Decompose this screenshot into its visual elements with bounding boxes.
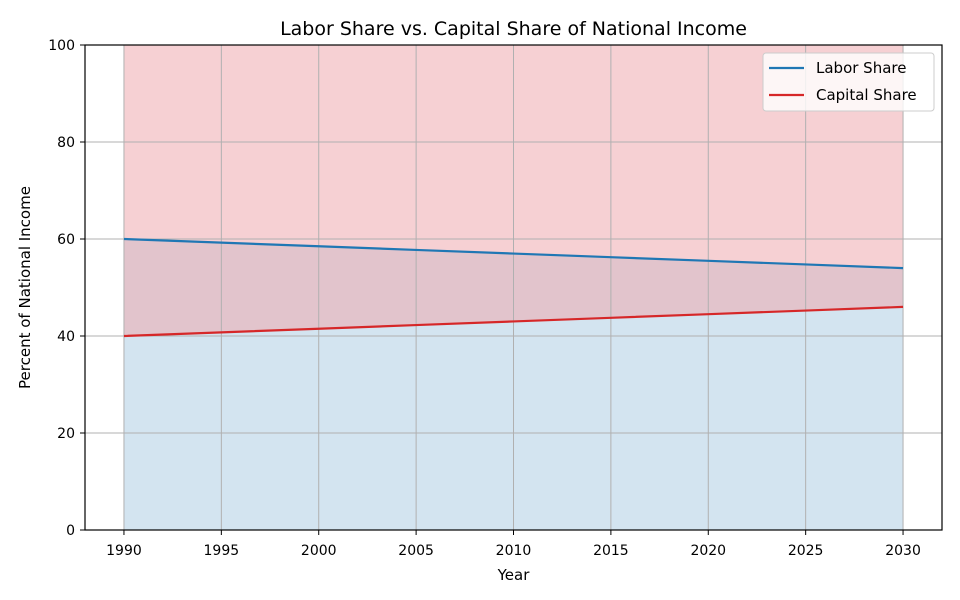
chart-title: Labor Share vs. Capital Share of Nationa…	[280, 18, 747, 40]
y-tick-label: 20	[57, 426, 75, 442]
x-tick-label: 2020	[690, 543, 726, 559]
y-tick-label: 60	[57, 232, 75, 248]
legend-box	[762, 52, 935, 112]
x-tick-label: 2000	[301, 543, 337, 559]
legend: Labor Share Capital Share	[762, 52, 935, 112]
x-tick-label: 2030	[885, 543, 921, 559]
series-line-capital-share	[123, 305, 904, 338]
y-tick-label: 100	[48, 38, 75, 54]
x-tick-label: 2015	[593, 543, 629, 559]
legend-label-capital-share: Capital Share	[816, 86, 917, 104]
y-tick-label: 40	[57, 329, 75, 345]
x-tick-label: 2005	[398, 543, 434, 559]
y-tick-label: 80	[57, 135, 75, 151]
y-tick-label: 0	[66, 523, 75, 539]
x-axis-title: Year	[497, 566, 531, 584]
x-tick-label: 1990	[106, 543, 142, 559]
x-axis-ticks: 1990 1995 2000 2005 2010 2015 2020 2025 2030	[106, 530, 921, 559]
y-axis-ticks: 0 20 40 60 80 100	[48, 38, 85, 539]
series-line-labor-share	[123, 237, 904, 270]
y-axis-title: Percent of National Income	[16, 186, 34, 389]
x-tick-label: 2010	[496, 543, 532, 559]
x-tick-label: 2025	[788, 543, 824, 559]
series-lines	[123, 237, 904, 338]
x-tick-label: 1995	[204, 543, 240, 559]
legend-label-labor-share: Labor Share	[816, 59, 906, 77]
